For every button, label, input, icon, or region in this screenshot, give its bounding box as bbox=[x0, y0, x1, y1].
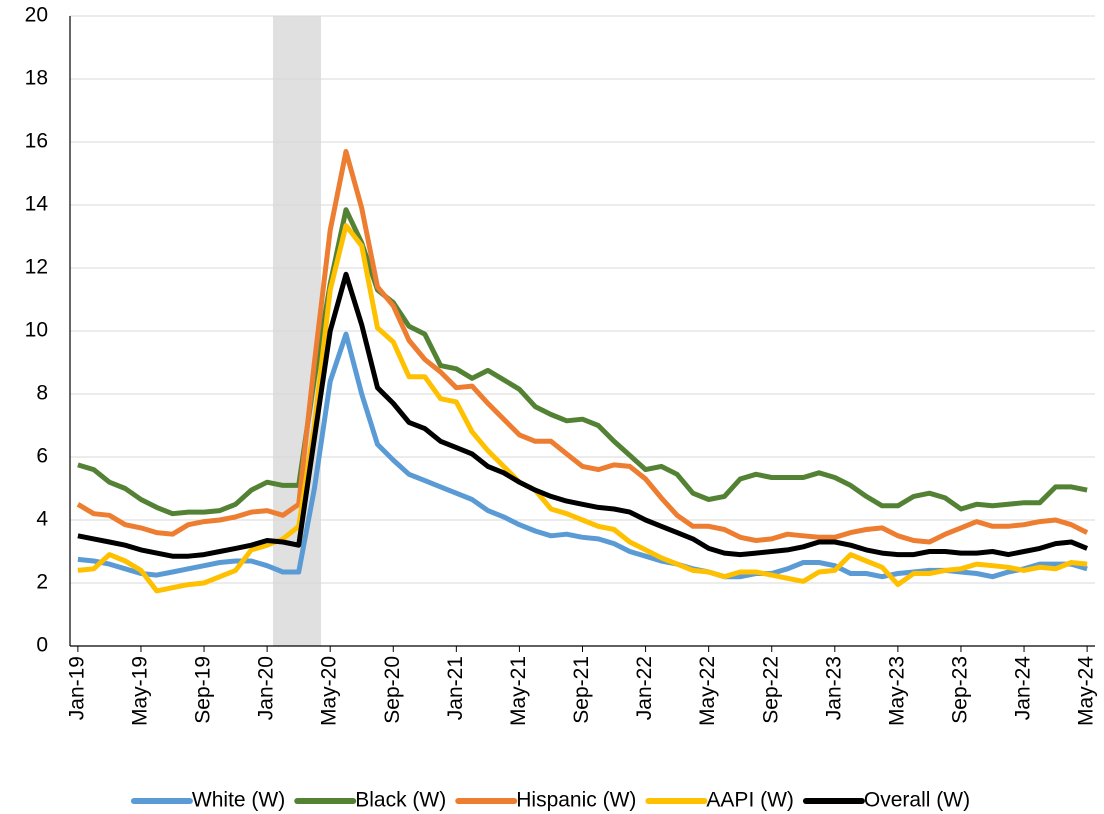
y-tick-label: 6 bbox=[36, 445, 48, 468]
y-tick-label: 10 bbox=[25, 319, 48, 342]
y-tick-label: 8 bbox=[36, 382, 48, 405]
x-tick-label: Sep-22 bbox=[759, 656, 782, 724]
y-tick-label: 20 bbox=[25, 4, 48, 27]
x-tick-label: Jan-24 bbox=[1012, 656, 1035, 721]
legend-label: Black (W) bbox=[355, 789, 446, 812]
x-tick-label: May-21 bbox=[507, 656, 530, 726]
x-tick-label: May-22 bbox=[696, 656, 719, 726]
y-tick-label: 4 bbox=[36, 508, 48, 531]
legend-label: Hispanic (W) bbox=[516, 789, 636, 812]
x-tick-label: May-20 bbox=[318, 656, 341, 726]
x-tick-label: Jan-19 bbox=[65, 656, 88, 720]
x-tick-label: Sep-23 bbox=[949, 656, 972, 724]
x-tick-label: May-23 bbox=[885, 656, 908, 726]
series-line bbox=[77, 271, 1089, 559]
x-tick-label: Sep-21 bbox=[570, 656, 593, 724]
series-line bbox=[77, 207, 1088, 517]
legend-label: Overall (W) bbox=[864, 789, 970, 812]
y-tick-label: 0 bbox=[36, 634, 48, 657]
x-tick-label: Jan-23 bbox=[822, 656, 845, 720]
x-tick-label: Sep-20 bbox=[381, 656, 404, 724]
legend-label: AAPI (W) bbox=[706, 789, 794, 812]
x-tick-label: May-19 bbox=[129, 656, 152, 726]
y-tick-label: 12 bbox=[25, 256, 48, 279]
x-tick-label: Sep-19 bbox=[192, 656, 215, 724]
y-tick-label: 2 bbox=[36, 571, 48, 594]
x-tick-label: Jan-20 bbox=[255, 656, 278, 720]
y-tick-label: 16 bbox=[25, 130, 48, 153]
series-line bbox=[76, 149, 1089, 545]
series-line bbox=[77, 223, 1088, 594]
x-tick-label: May-24 bbox=[1075, 656, 1098, 726]
y-tick-label: 18 bbox=[25, 67, 48, 90]
y-tick-label: 14 bbox=[25, 193, 49, 216]
legend-label: White (W) bbox=[192, 789, 285, 812]
x-tick-label: Jan-21 bbox=[444, 656, 467, 720]
x-tick-label: Jan-22 bbox=[633, 656, 656, 720]
